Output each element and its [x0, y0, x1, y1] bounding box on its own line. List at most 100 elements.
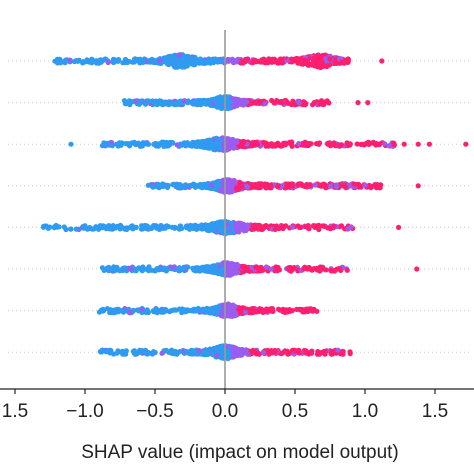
data-point [201, 351, 207, 358]
data-point [80, 224, 86, 230]
data-point [56, 224, 62, 230]
data-point [263, 264, 269, 270]
data-point [111, 59, 117, 66]
data-point [220, 97, 226, 103]
data-point [207, 145, 213, 151]
data-point [73, 226, 79, 232]
data-point [178, 59, 185, 66]
data-point [105, 59, 111, 66]
data-point [243, 348, 249, 354]
data-point [214, 352, 220, 358]
data-point [301, 265, 307, 272]
data-point [297, 224, 303, 230]
data-point [227, 99, 233, 105]
data-point [228, 264, 234, 270]
data-point [339, 59, 345, 65]
data-point [209, 226, 215, 232]
data-point [213, 98, 219, 104]
data-point [198, 225, 204, 231]
data-point [119, 350, 125, 356]
data-point [212, 186, 219, 192]
data-point [165, 182, 171, 189]
data-point [139, 268, 145, 274]
row-guides [8, 60, 470, 353]
data-point [255, 99, 261, 106]
data-point [201, 307, 207, 313]
data-point-outlier [365, 100, 371, 106]
data-point [368, 183, 374, 189]
data-point [219, 355, 225, 361]
data-point [171, 53, 177, 59]
data-point [181, 264, 187, 270]
data-point [260, 309, 266, 315]
data-point [296, 350, 302, 356]
data-point [157, 226, 163, 232]
data-point [355, 181, 362, 187]
data-point [323, 185, 329, 191]
data-point [161, 56, 168, 63]
data-point [269, 349, 275, 355]
data-point [216, 183, 222, 189]
data-point [107, 350, 113, 356]
data-point [234, 139, 240, 145]
data-point [174, 142, 180, 148]
data-point [137, 60, 143, 66]
data-point [274, 184, 281, 190]
data-point [194, 57, 200, 63]
data-point [266, 142, 272, 148]
data-point [138, 349, 145, 355]
data-point [220, 344, 226, 350]
data-point [277, 225, 283, 231]
data-point [216, 143, 222, 149]
data-point [312, 58, 318, 64]
data-point [100, 306, 106, 312]
data-point-outlier [415, 141, 421, 147]
data-point [328, 351, 334, 357]
data-point [153, 223, 159, 229]
data-point [146, 264, 152, 270]
data-point [206, 98, 212, 105]
data-point [212, 346, 218, 352]
data-point [138, 306, 145, 313]
data-point [144, 100, 150, 106]
data-point [127, 225, 133, 231]
data-point [40, 224, 47, 230]
data-point [256, 351, 262, 357]
data-point-outlier [463, 141, 469, 147]
data-point [185, 264, 191, 270]
data-point [153, 307, 159, 313]
x-tick-label: −1.0 [66, 401, 104, 422]
data-point [345, 57, 351, 64]
data-point [225, 348, 231, 354]
data-point [348, 224, 354, 230]
data-point [176, 226, 182, 232]
data-point [131, 59, 137, 65]
data-point [216, 178, 222, 185]
data-point [272, 143, 279, 149]
data-point [220, 313, 226, 319]
data-point [262, 181, 268, 187]
data-point [273, 348, 279, 354]
data-point [369, 140, 375, 146]
data-point [184, 225, 190, 231]
data-point [166, 99, 172, 105]
data-point [164, 223, 170, 229]
data-point [232, 304, 238, 310]
data-point [236, 185, 242, 191]
data-point [182, 184, 188, 190]
data-point [169, 140, 175, 146]
data-point [331, 141, 337, 147]
data-point [177, 349, 183, 355]
data-point [216, 270, 222, 276]
data-point [201, 59, 207, 65]
data-point [354, 141, 360, 147]
data-point [183, 307, 189, 313]
data-point [121, 98, 127, 104]
data-point [187, 182, 193, 189]
data-point [138, 226, 145, 232]
data-point [262, 101, 268, 107]
data-point [249, 264, 255, 271]
data-point [290, 224, 296, 230]
data-point [171, 101, 177, 107]
